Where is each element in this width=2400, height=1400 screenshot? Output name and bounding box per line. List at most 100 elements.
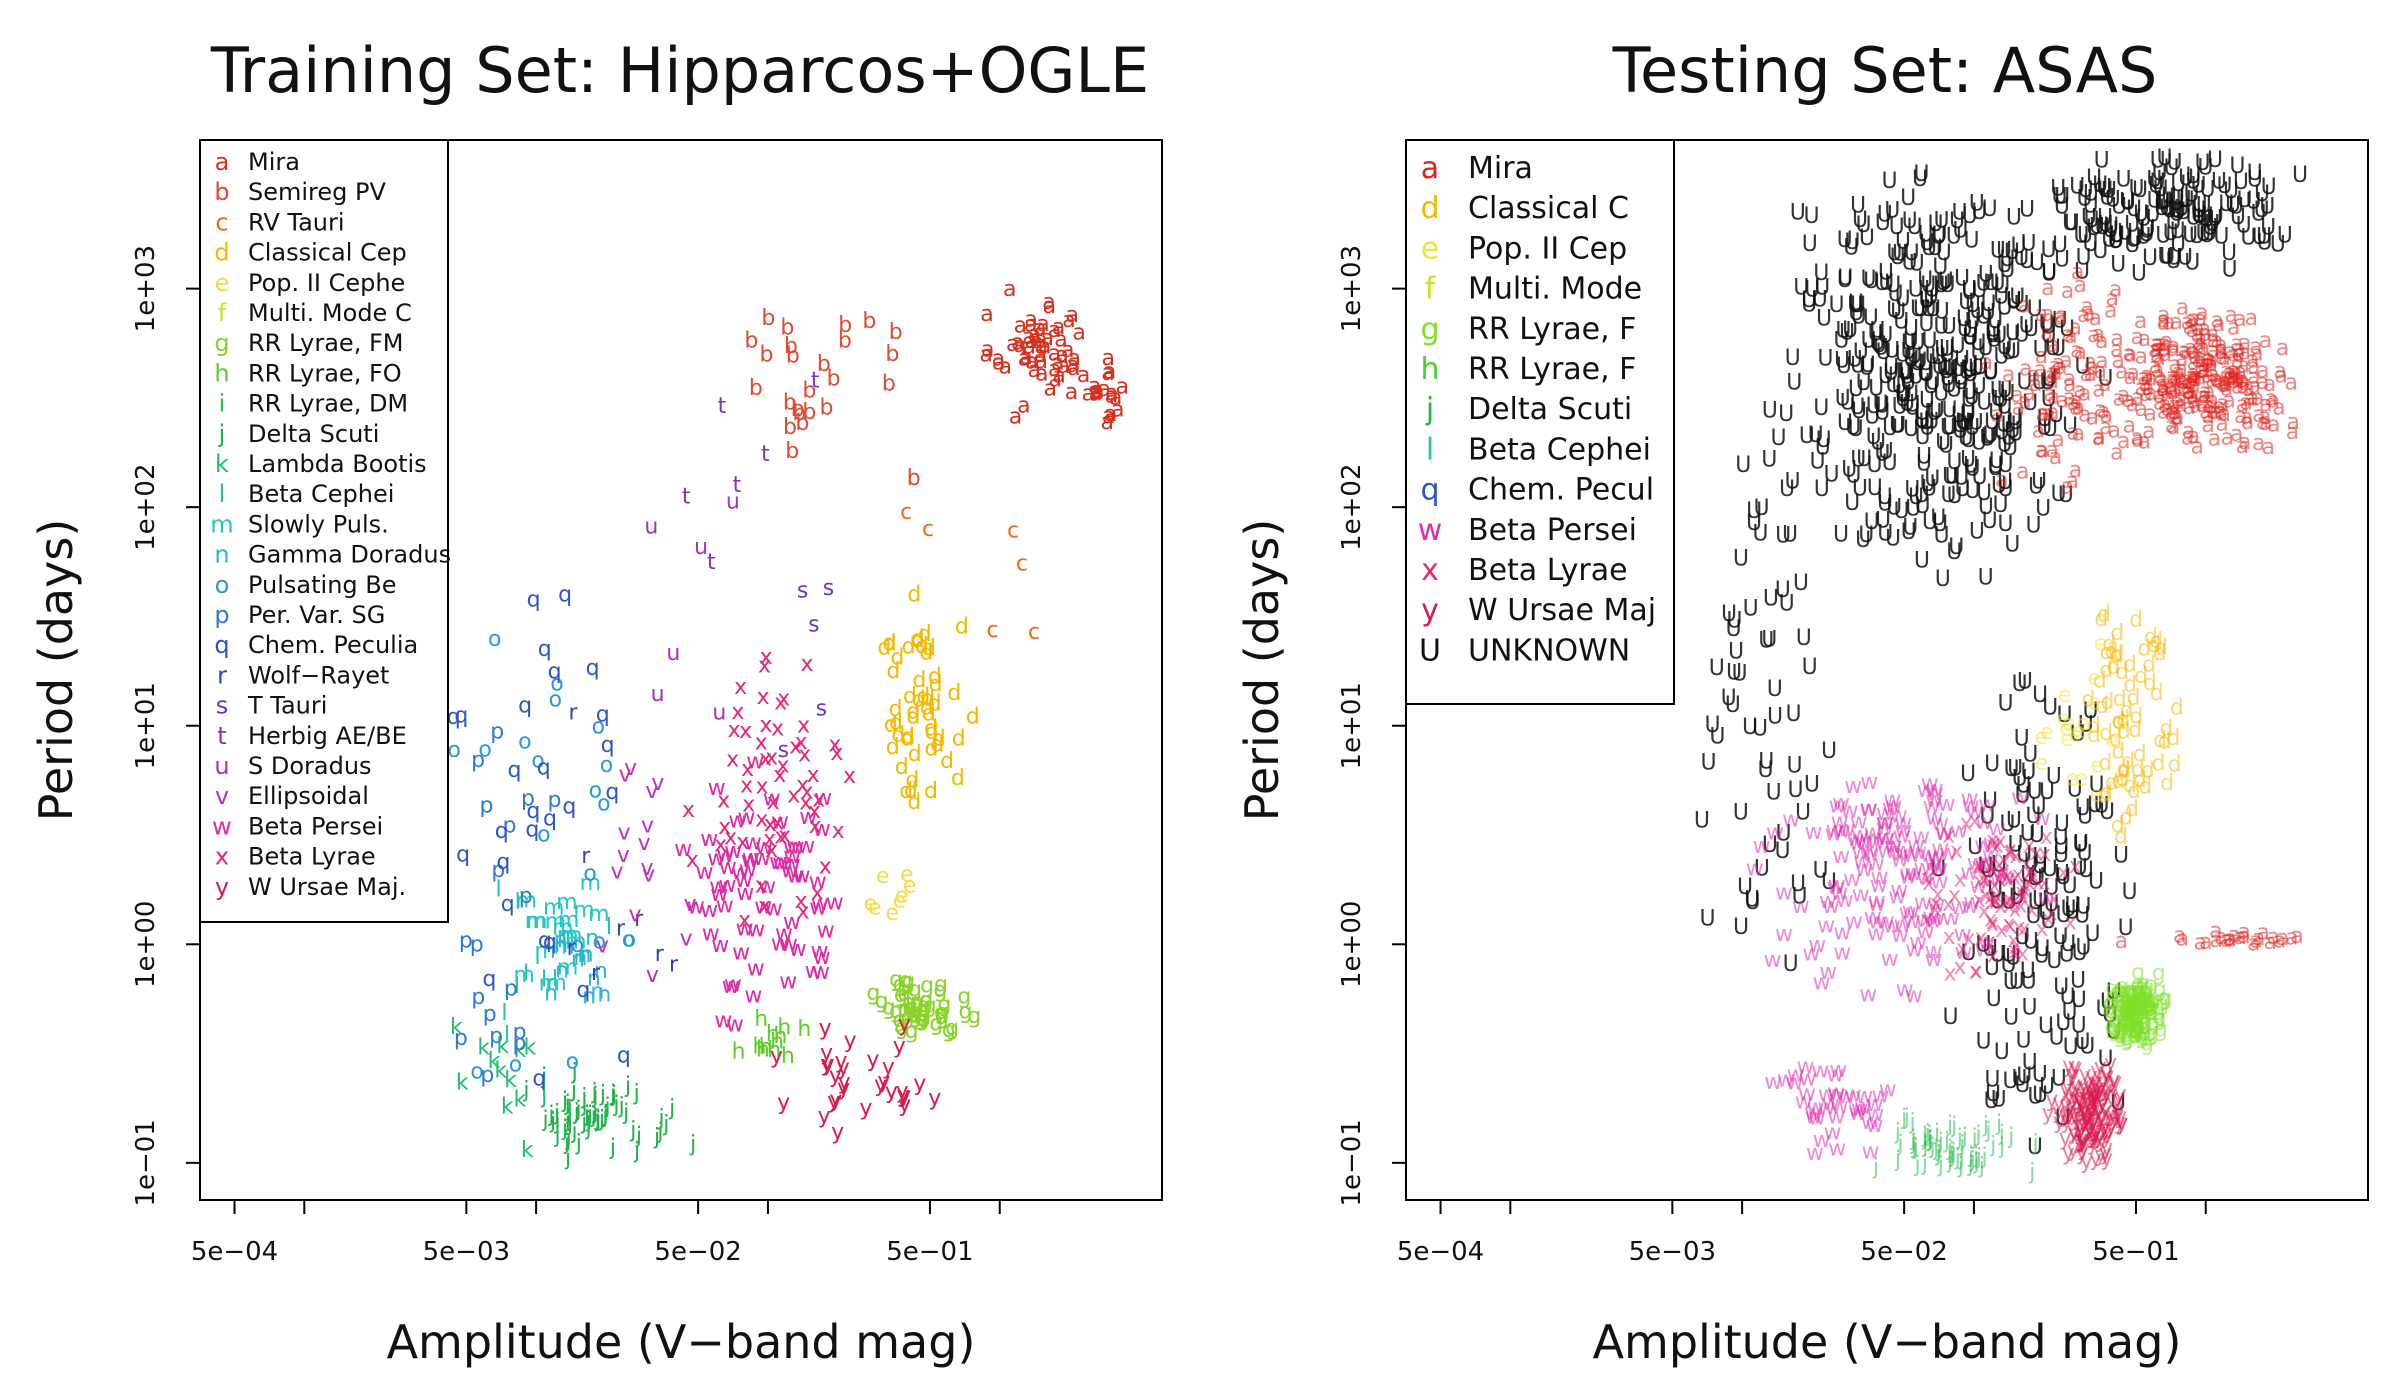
- data-point: j: [594, 1107, 601, 1132]
- data-point: d: [2114, 824, 2128, 849]
- data-point: j: [570, 1120, 577, 1145]
- data-point: q: [538, 929, 552, 954]
- legend-label: RR Lyrae, DM: [248, 390, 408, 418]
- data-point: g: [934, 1001, 948, 1026]
- data-point: g: [902, 990, 916, 1015]
- data-point: x: [1974, 926, 1987, 951]
- data-point: y: [829, 1063, 842, 1088]
- data-point: v: [640, 856, 653, 881]
- data-point: x: [1960, 811, 1973, 836]
- data-point: o: [589, 779, 602, 804]
- data-point: U: [2052, 233, 2068, 258]
- data-point: d: [2141, 758, 2155, 783]
- data-point: a: [1052, 315, 1065, 340]
- data-point: U: [1788, 778, 1804, 803]
- data-point: b: [795, 411, 809, 436]
- data-point: d: [912, 668, 926, 693]
- data-point: o: [623, 928, 636, 953]
- data-point: j: [657, 1106, 664, 1131]
- data-point: U: [1930, 224, 1946, 249]
- data-point: x: [789, 734, 802, 759]
- data-point: a: [2018, 293, 2031, 318]
- data-point: a: [1011, 330, 1024, 355]
- data-point: d: [911, 628, 925, 653]
- data-point: e: [885, 901, 899, 926]
- data-point: U: [1914, 548, 1930, 573]
- legend-label: Mira: [1468, 151, 1533, 186]
- data-point: x: [1953, 955, 1966, 980]
- data-point: a: [2094, 359, 2107, 384]
- data-point: q: [527, 587, 541, 612]
- data-point: d: [2154, 636, 2168, 661]
- data-point: U: [1960, 404, 1976, 429]
- data-point: j: [585, 1108, 592, 1133]
- data-point: U: [1848, 301, 1864, 326]
- data-point: U: [2250, 202, 2266, 227]
- data-point: a: [2041, 276, 2054, 301]
- data-point: U: [1821, 739, 1837, 764]
- data-point: U: [1705, 713, 1721, 738]
- data-point: w: [736, 881, 754, 906]
- data-point: j: [591, 1100, 598, 1125]
- data-point: t: [811, 369, 820, 394]
- data-point: j: [598, 1107, 605, 1132]
- data-point: b: [862, 309, 876, 334]
- data-point: w: [1894, 913, 1912, 938]
- data-point: x: [738, 908, 751, 933]
- data-point: p: [459, 929, 473, 954]
- data-point: q: [586, 656, 600, 681]
- data-point: w: [719, 873, 737, 898]
- legend-symbol: m: [210, 510, 233, 538]
- data-point: g: [959, 1000, 973, 1025]
- data-point: o: [622, 928, 635, 953]
- data-point: x: [2038, 842, 2051, 867]
- data-point: w: [1838, 817, 1856, 842]
- data-point: x: [776, 754, 789, 779]
- data-point: U: [1979, 426, 1995, 451]
- data-point: x: [1986, 912, 1999, 937]
- data-point: k: [524, 1035, 537, 1060]
- data-point: h: [753, 1035, 767, 1060]
- data-point: U: [1844, 230, 1860, 255]
- data-point: U: [1752, 521, 1768, 546]
- data-point: U: [1833, 523, 1849, 548]
- data-point: U: [1793, 571, 1809, 596]
- data-point: U: [2006, 809, 2022, 834]
- data-point: g: [897, 982, 911, 1007]
- legend-box: [199, 139, 449, 923]
- data-point: g: [935, 1005, 949, 1030]
- data-point: w: [797, 834, 815, 859]
- data-point: a: [1101, 410, 1114, 435]
- data-point: U: [2032, 683, 2048, 708]
- data-point: q: [532, 1067, 546, 1092]
- data-point: a: [2169, 310, 2182, 335]
- data-point: p: [490, 719, 504, 744]
- y-axis-label: Period (days): [29, 519, 83, 822]
- data-point: a: [2228, 923, 2241, 948]
- data-point: q: [548, 660, 562, 685]
- data-point: o: [478, 738, 491, 763]
- data-point: w: [783, 844, 801, 869]
- data-point: d: [901, 725, 915, 750]
- legend-label: Gamma Doradus: [248, 541, 451, 569]
- legend-symbol: y: [1421, 593, 1439, 628]
- data-point: x: [777, 686, 790, 711]
- data-point: U: [1742, 715, 1758, 740]
- data-point: a: [2016, 460, 2029, 485]
- data-point: w: [1805, 820, 1823, 845]
- data-point: U: [2039, 370, 2055, 395]
- data-point: a: [1038, 334, 1051, 359]
- data-point: U: [1961, 280, 1977, 305]
- data-point: x: [1970, 960, 1983, 985]
- legend-label: Multi. Mode: [1468, 272, 1642, 307]
- data-point: U: [1908, 365, 1924, 390]
- data-point: U: [2052, 185, 2068, 210]
- legend-symbol: u: [214, 752, 229, 780]
- data-point: d: [911, 627, 925, 652]
- data-point: a: [2035, 302, 2048, 327]
- data-point: e: [895, 883, 909, 908]
- data-point: U: [1694, 808, 1710, 833]
- data-point: U: [1902, 209, 1918, 234]
- data-point: j: [633, 1139, 640, 1164]
- data-point: d: [2160, 771, 2174, 796]
